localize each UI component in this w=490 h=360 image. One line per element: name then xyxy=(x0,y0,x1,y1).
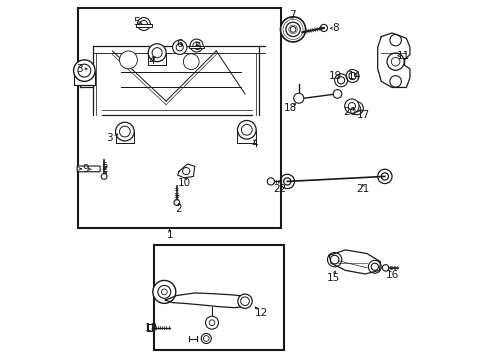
Circle shape xyxy=(190,39,203,52)
Text: 4: 4 xyxy=(148,56,155,66)
Text: 19: 19 xyxy=(329,71,342,81)
Circle shape xyxy=(172,40,187,54)
Circle shape xyxy=(183,54,199,69)
Text: 12: 12 xyxy=(255,308,268,318)
Bar xyxy=(116,132,134,143)
Text: 22: 22 xyxy=(273,184,286,194)
Text: 18: 18 xyxy=(284,103,297,113)
Circle shape xyxy=(238,121,256,139)
FancyBboxPatch shape xyxy=(77,166,100,172)
Circle shape xyxy=(344,99,359,113)
Circle shape xyxy=(333,90,342,98)
Bar xyxy=(238,130,256,143)
Text: 10: 10 xyxy=(177,178,191,188)
Polygon shape xyxy=(329,250,381,274)
Text: 14: 14 xyxy=(348,71,361,81)
Circle shape xyxy=(294,93,304,103)
Bar xyxy=(74,71,95,85)
Text: 5: 5 xyxy=(195,42,201,51)
Text: 8: 8 xyxy=(332,23,339,33)
Bar xyxy=(153,244,285,350)
Text: 3: 3 xyxy=(106,134,113,143)
Text: 3: 3 xyxy=(76,64,83,74)
Circle shape xyxy=(174,200,180,206)
Circle shape xyxy=(267,178,274,185)
Text: 4: 4 xyxy=(252,139,258,149)
Circle shape xyxy=(153,280,176,303)
Text: 7: 7 xyxy=(289,10,295,20)
Circle shape xyxy=(350,102,364,115)
Bar xyxy=(136,24,152,27)
Circle shape xyxy=(148,44,166,62)
Text: 16: 16 xyxy=(386,270,399,280)
Text: 6: 6 xyxy=(176,40,183,49)
Polygon shape xyxy=(177,164,195,178)
Circle shape xyxy=(137,18,150,31)
Circle shape xyxy=(205,316,219,329)
Bar xyxy=(190,45,204,48)
Bar xyxy=(78,8,281,228)
Text: 2: 2 xyxy=(101,164,108,174)
Text: 17: 17 xyxy=(357,110,370,120)
Polygon shape xyxy=(166,293,250,308)
Bar xyxy=(148,53,166,65)
Text: 15: 15 xyxy=(327,273,340,283)
Text: 1: 1 xyxy=(167,230,173,239)
Circle shape xyxy=(74,60,95,81)
Text: 20: 20 xyxy=(343,107,356,117)
Circle shape xyxy=(201,333,211,343)
Circle shape xyxy=(101,174,107,179)
Circle shape xyxy=(382,265,389,271)
Polygon shape xyxy=(147,324,152,331)
Circle shape xyxy=(238,294,252,309)
Text: 21: 21 xyxy=(356,184,369,194)
Circle shape xyxy=(120,51,137,69)
Text: 11: 11 xyxy=(397,51,410,61)
Circle shape xyxy=(280,17,306,42)
Text: 2: 2 xyxy=(175,204,182,215)
Circle shape xyxy=(116,122,134,141)
Text: 13: 13 xyxy=(145,323,158,333)
Text: 9: 9 xyxy=(83,164,90,174)
Text: 5: 5 xyxy=(133,17,140,27)
